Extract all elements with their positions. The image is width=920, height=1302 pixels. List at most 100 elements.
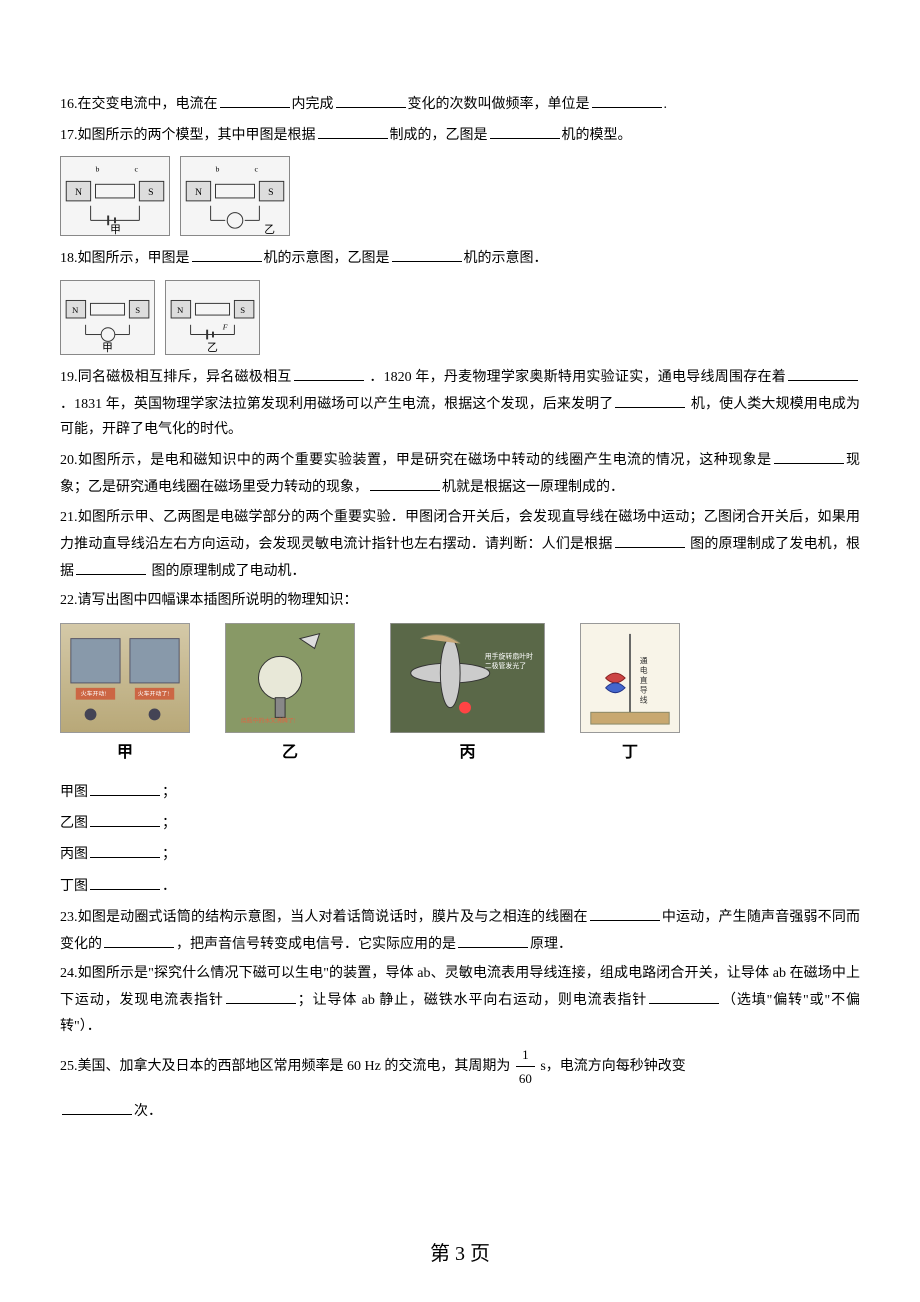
q19-text-1: 19.同名磁极相互排斥，异名磁极相互 [60, 370, 292, 385]
svg-text:甲: 甲 [110, 224, 121, 235]
svg-text:乙: 乙 [207, 342, 218, 354]
q20-text-3: 机就是根据这一原理制成的． [442, 480, 624, 495]
q18-text-3: 机的示意图． [464, 251, 548, 266]
q22-figure-ding-container: 通 电 直 导 线 丁 [580, 623, 680, 768]
q20-text-1: 20.如图所示，是电和磁知识中的两个重要实验装置，甲是研究在磁场中转动的线圈产生… [60, 453, 772, 468]
q22-label-ding: 丁 [622, 739, 638, 768]
q22-sub-jia-punct: ； [162, 785, 176, 800]
q22-sub-yi-blank [90, 809, 160, 827]
question-19: 19.同名磁极相互排斥，异名磁极相互 ．1820 年，丹麦物理学家奥斯特用实验证… [60, 363, 860, 443]
q25-text-3: 次． [134, 1104, 162, 1119]
q22-sub-ding-label: 丁图 [60, 879, 88, 894]
question-21: 21.如图所示甲、乙两图是电磁学部分的两个重要实验．甲图闭合开关后，会发现直导线… [60, 505, 860, 585]
q19-blank-3 [615, 390, 685, 408]
svg-text:用手旋转扇叶时: 用手旋转扇叶时 [485, 652, 533, 661]
q23-text-3: ，把声音信号转变成电信号．它实际应用的是 [176, 937, 456, 952]
q16-text-4: . [664, 97, 668, 112]
q22-intro-text: 22.请写出图中四幅课本插图所说明的物理知识： [60, 593, 358, 608]
q21-blank-1 [615, 530, 685, 548]
q22-sub-yi: 乙图 ； [60, 809, 860, 836]
q23-text-1: 23.如图是动圈式话筒的结构示意图，当人对着话筒说话时，膜片及与之相连的线圈在 [60, 910, 588, 925]
svg-text:F: F [222, 322, 228, 331]
svg-text:b: b [96, 165, 100, 174]
question-23: 23.如图是动圈式话筒的结构示意图，当人对着话筒说话时，膜片及与之相连的线圈在中… [60, 903, 860, 957]
q22-sub-jia-label: 甲图 [60, 785, 88, 800]
question-25: 25.美国、加拿大及日本的西部地区常用频率是 60 Hz 的交流电，其周期为 1… [60, 1043, 860, 1124]
q22-sub-ding-punct: ． [162, 879, 176, 894]
question-17: 17.如图所示的两个模型，其中甲图是根据 制成的，乙图是 机的模型。 [60, 121, 860, 148]
q18-blank-1 [192, 244, 262, 262]
q22-sub-jia-blank [90, 778, 160, 796]
q16-blank-1 [220, 90, 290, 108]
q22-sub-bing: 丙图 ； [60, 840, 860, 867]
q25-text-1: 25.美国、加拿大及日本的西部地区常用频率是 60 Hz 的交流电，其周期为 [60, 1059, 514, 1074]
page-footer: 第 3 页 [0, 1236, 920, 1272]
q22-figure-ding: 通 电 直 导 线 [580, 623, 680, 733]
q17-figures: N S 甲 b c N S 乙 b c [60, 156, 860, 236]
question-18: 18.如图所示，甲图是 机的示意图，乙图是 机的示意图． [60, 244, 860, 271]
svg-text:乙: 乙 [264, 224, 275, 235]
q18-figure-yi: N S 乙 F [165, 280, 260, 355]
q24-text-2: ；让导体 ab 静止，磁铁水平向右运动，则电流表指针 [298, 993, 647, 1008]
q19-text-2: ．1820 年，丹麦物理学家奥斯特用实验证实，通电导线周围存在着 [366, 370, 786, 385]
q22-label-bing: 丙 [459, 739, 475, 768]
q21-text-3: 图的原理制成了电动机． [148, 564, 306, 579]
q23-blank-1 [590, 903, 660, 921]
q22-sub-jia: 甲图 ； [60, 778, 860, 805]
q17-blank-2 [490, 121, 560, 139]
q22-sub-bing-label: 丙图 [60, 847, 88, 862]
q25-fraction: 160 [516, 1043, 535, 1091]
q22-figure-jia-container: 火车开动! 火车开动了! 甲 [60, 623, 190, 768]
svg-text:直: 直 [640, 675, 648, 685]
q17-text-2: 制成的，乙图是 [390, 128, 488, 143]
svg-text:N: N [75, 187, 82, 198]
q16-text-1: 16.在交变电流中，电流在 [60, 97, 218, 112]
svg-text:烧瓶中的水又沸腾了!: 烧瓶中的水又沸腾了! [241, 717, 296, 725]
q17-text-1: 17.如图所示的两个模型，其中甲图是根据 [60, 128, 316, 143]
q17-blank-1 [318, 121, 388, 139]
svg-text:N: N [72, 305, 79, 315]
svg-text:S: S [148, 187, 153, 198]
q18-figures: N S 甲 N S 乙 F [60, 280, 860, 355]
page-number: 第 3 页 [430, 1243, 490, 1265]
q18-figure-jia: N S 甲 [60, 280, 155, 355]
q25-blank-1 [62, 1097, 132, 1115]
q20-blank-2 [370, 473, 440, 491]
q22-sub-bing-punct: ； [162, 847, 176, 862]
q21-blank-2 [76, 557, 146, 575]
q23-blank-2 [104, 930, 174, 948]
q22-label-jia: 甲 [117, 739, 133, 768]
q22-figure-jia: 火车开动! 火车开动了! [60, 623, 190, 733]
q23-text-4: 原理． [530, 937, 572, 952]
q16-blank-2 [336, 90, 406, 108]
question-16: 16.在交变电流中，电流在内完成变化的次数叫做频率，单位是. [60, 90, 860, 117]
svg-text:二极管发光了: 二极管发光了 [485, 661, 526, 670]
q17-figure-jia: N S 甲 b c [60, 156, 170, 236]
q18-text-1: 18.如图所示，甲图是 [60, 251, 190, 266]
q22-sub-bing-blank [90, 840, 160, 858]
svg-text:火车开动了!: 火车开动了! [138, 690, 169, 698]
q24-blank-1 [226, 986, 296, 1004]
question-22-intro: 22.请写出图中四幅课本插图所说明的物理知识： [60, 588, 860, 613]
question-24: 24.如图所示是"探究什么情况下磁可以生电"的装置，导体 ab、灵敏电流表用导线… [60, 961, 860, 1039]
q22-sub-yi-punct: ； [162, 816, 176, 831]
q23-blank-3 [458, 930, 528, 948]
q22-figures: 火车开动! 火车开动了! 甲 烧瓶中的水又沸腾了! 乙 [60, 623, 860, 768]
q22-figure-bing-container: 用手旋转扇叶时 二极管发光了 丙 [390, 623, 545, 768]
q22-figure-yi: 烧瓶中的水又沸腾了! [225, 623, 355, 733]
q22-label-yi: 乙 [282, 739, 298, 768]
q18-blank-2 [392, 244, 462, 262]
q17-text-3: 机的模型。 [562, 128, 632, 143]
q22-sub-ding: 丁图 ． [60, 872, 860, 899]
q25-fraction-den: 60 [516, 1067, 535, 1090]
svg-text:导: 导 [640, 686, 648, 695]
q22-sub-yi-label: 乙图 [60, 816, 88, 831]
q18-text-2: 机的示意图，乙图是 [264, 251, 390, 266]
svg-text:c: c [255, 165, 259, 174]
svg-text:b: b [216, 165, 220, 174]
q19-text-3: ．1831 年，英国物理学家法拉第发现利用磁场可以产生电流，根据这个发现，后来发… [60, 397, 613, 412]
q25-fraction-num: 1 [516, 1043, 535, 1067]
question-20: 20.如图所示，是电和磁知识中的两个重要实验装置，甲是研究在磁场中转动的线圈产生… [60, 446, 860, 500]
q19-blank-2 [788, 363, 858, 381]
svg-text:电: 电 [640, 665, 648, 675]
